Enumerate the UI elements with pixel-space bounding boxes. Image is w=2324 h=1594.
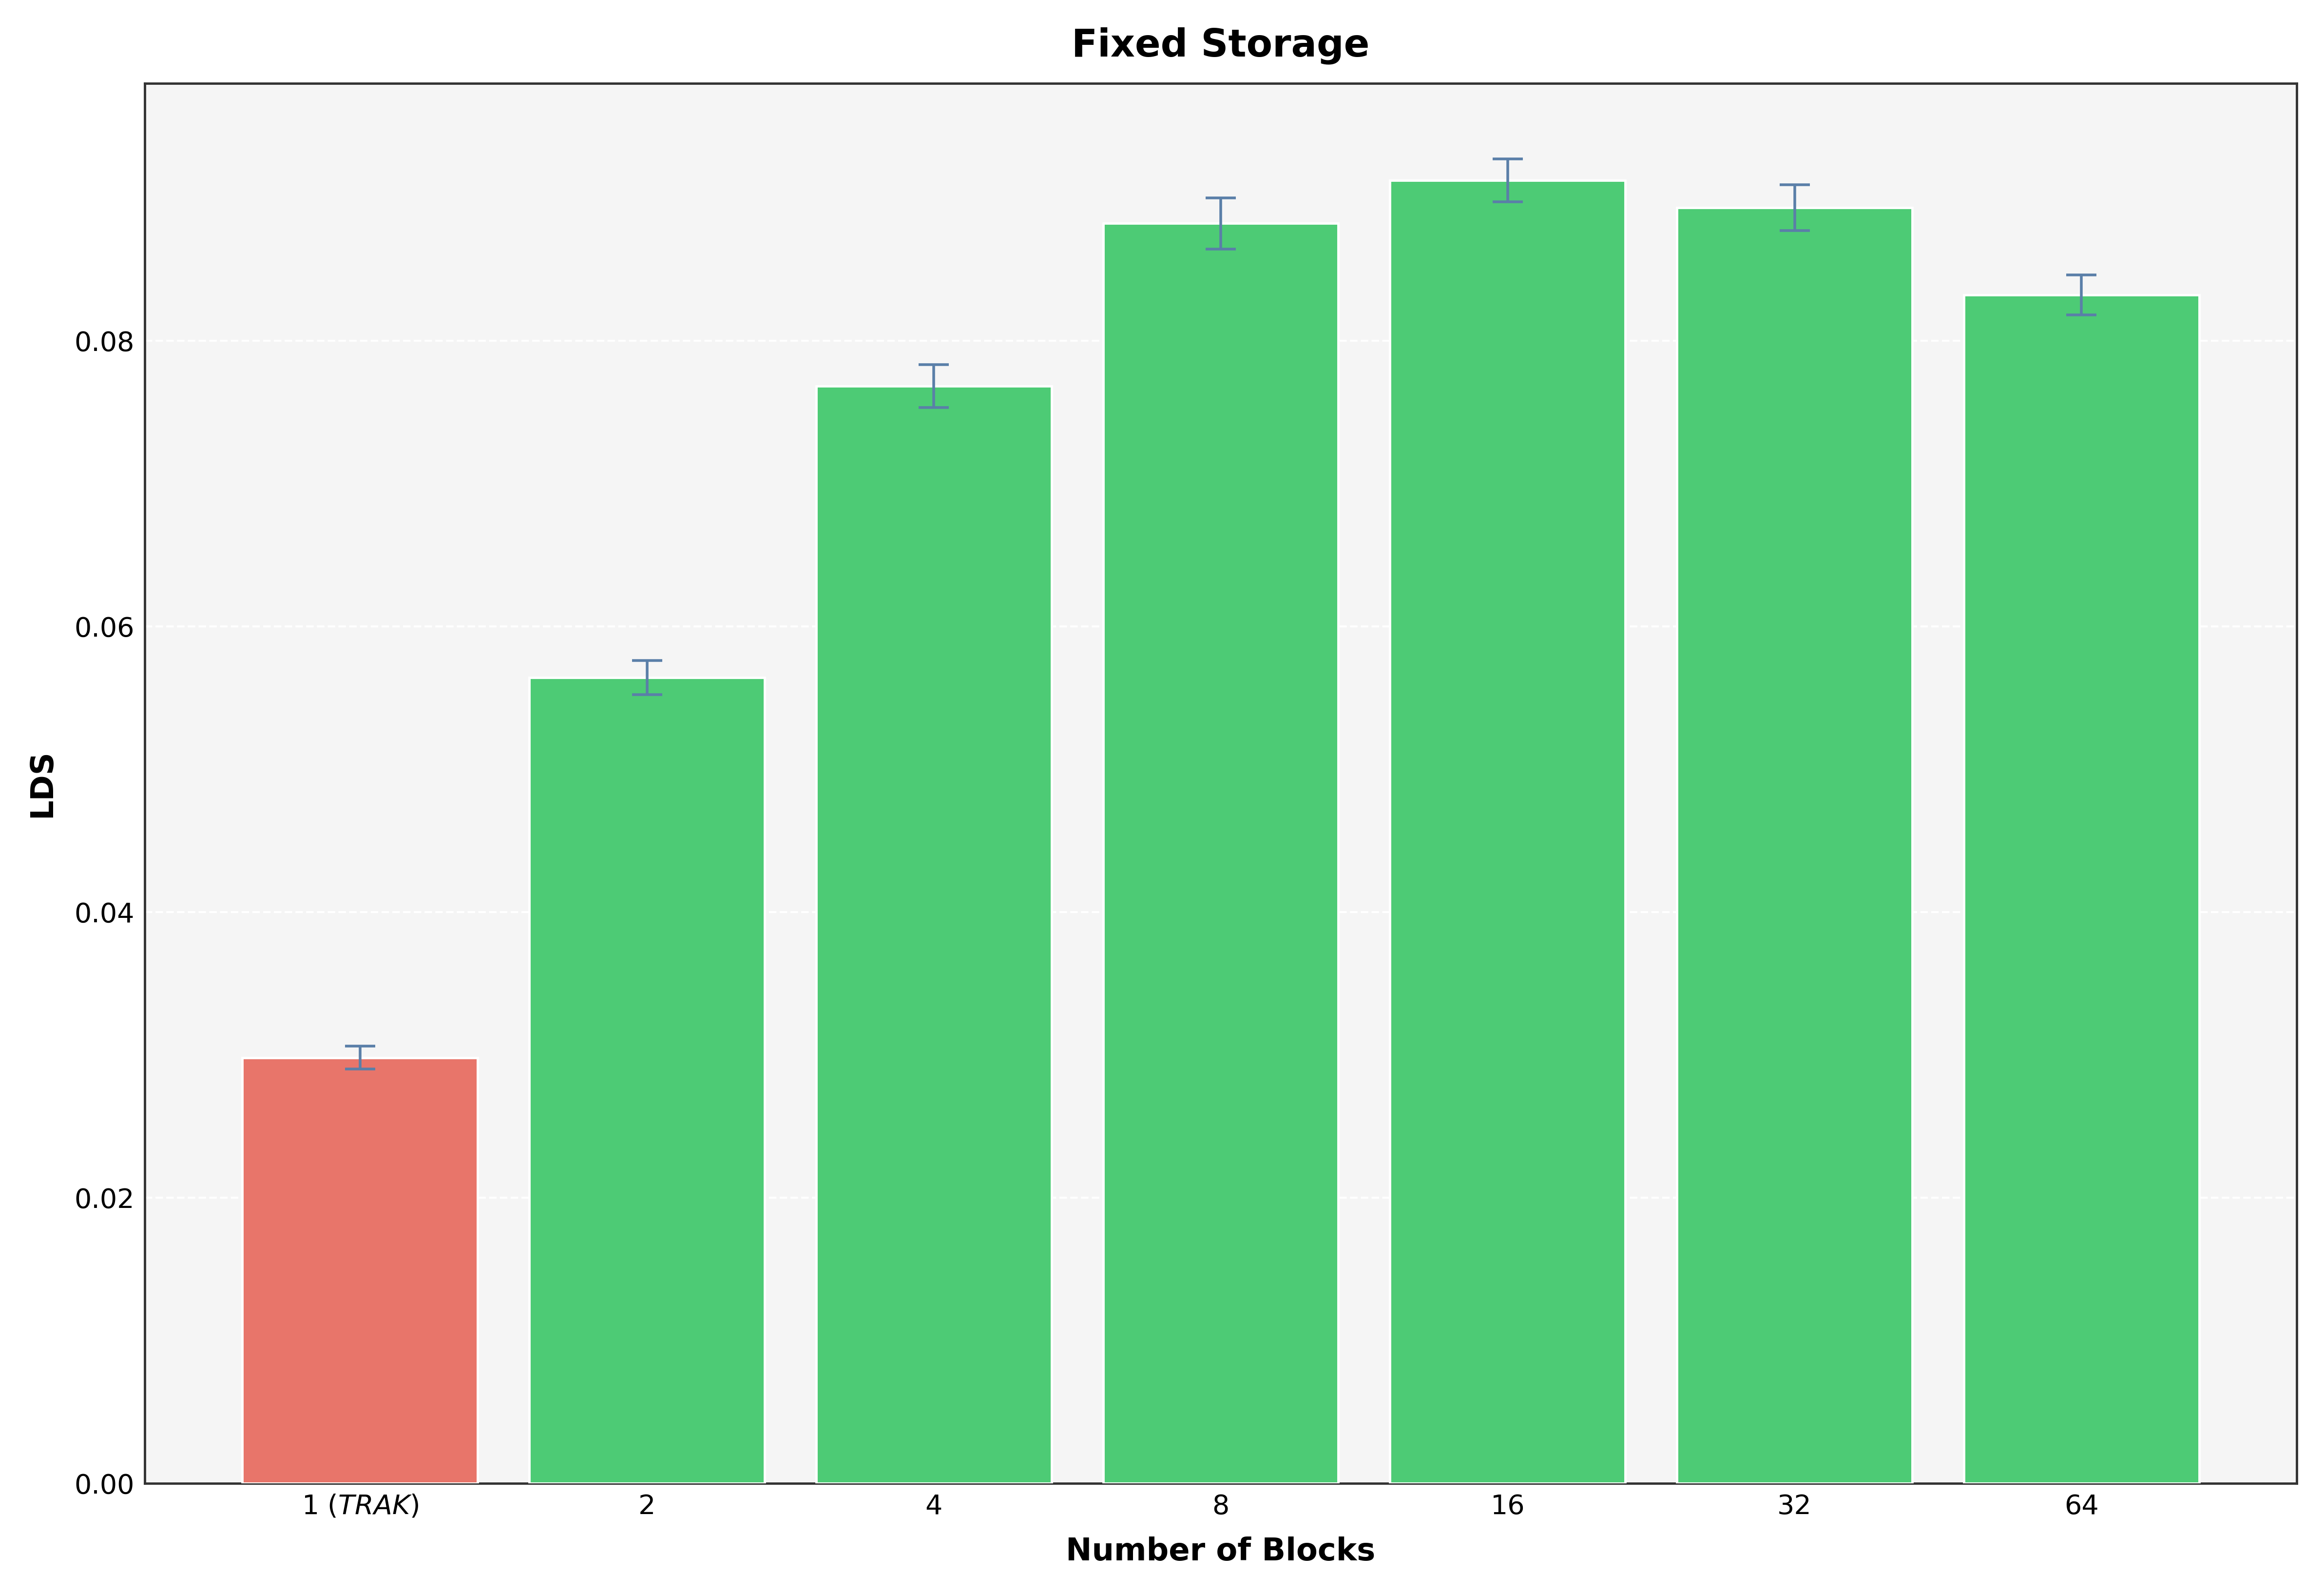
- Bar: [816, 386, 1050, 1484]
- Bar: [1964, 295, 2199, 1484]
- Bar: [242, 1057, 479, 1484]
- X-axis label: Number of Blocks: Number of Blocks: [1067, 1537, 1376, 1567]
- Bar: [1104, 223, 1339, 1484]
- Y-axis label: LDS: LDS: [28, 749, 58, 818]
- Title: Fixed Storage: Fixed Storage: [1071, 27, 1369, 64]
- Bar: [1678, 207, 1913, 1484]
- Bar: [530, 677, 765, 1484]
- Bar: [1390, 180, 1624, 1484]
